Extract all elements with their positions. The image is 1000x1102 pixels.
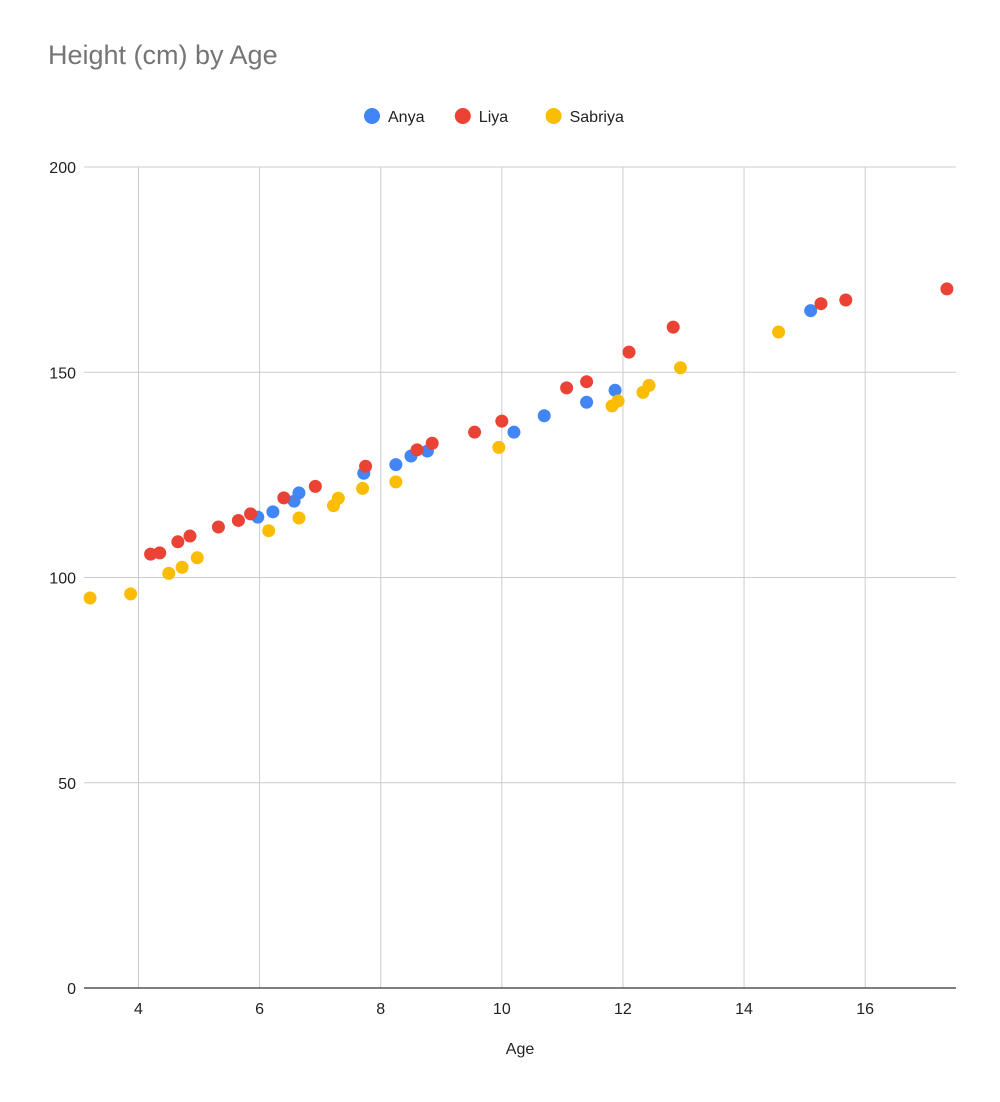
legend-label-anya: Anya [388,109,425,126]
data-point-liya [308,479,322,493]
data-point-liya [814,297,828,311]
x-tick-label: 10 [493,1001,511,1018]
legend-marker-liya [454,108,471,124]
x-tick-label: 14 [735,1001,753,1018]
data-point-liya [839,293,853,307]
data-point-sabriya [772,325,786,339]
data-point-sabriya [611,394,625,408]
data-point-liya [410,443,424,457]
data-point-liya [153,546,167,560]
legend-item-sabriya[interactable]: Sabriya [545,108,624,126]
data-point-sabriya [673,361,687,375]
legend-marker-anya [364,108,380,124]
data-point-liya [359,459,373,473]
data-point-sabriya [292,511,306,525]
data-point-anya [389,458,403,472]
data-point-sabriya [331,491,345,505]
data-point-liya [580,375,594,389]
data-points [83,282,954,605]
chart-title: Height (cm) by Age [48,40,278,70]
data-point-sabriya [162,566,176,580]
data-point-sabriya [642,378,656,392]
y-tick-label: 0 [67,981,76,998]
data-point-liya [468,425,482,439]
data-point-liya [425,436,439,450]
y-tick-label: 150 [49,365,76,382]
data-point-anya [537,409,551,423]
data-point-liya [560,381,574,395]
grid-lines [84,166,956,988]
data-point-anya [608,383,622,397]
x-tick-label: 12 [614,1001,632,1018]
data-point-liya [171,535,185,549]
data-point-anya [804,304,818,318]
y-tick-label: 100 [49,571,76,588]
data-point-anya [292,486,306,500]
data-point-sabriya [492,440,506,454]
data-point-anya [266,505,280,519]
y-tick-label: 50 [58,776,76,793]
data-point-liya [277,491,291,505]
legend-item-anya[interactable]: Anya [364,108,425,126]
data-point-anya [580,395,594,409]
data-point-liya [231,513,245,527]
tick-labels: 0 50 100 150 200 4 6 8 10 12 14 16 [49,160,874,1018]
legend-label-sabriya: Sabriya [570,109,624,126]
data-point-sabriya [389,475,403,489]
data-point-sabriya [83,591,97,605]
data-point-liya [183,529,197,543]
data-point-liya [211,520,225,534]
data-point-sabriya [124,587,138,601]
legend-label-liya: Liya [479,109,508,126]
data-point-liya [940,282,954,296]
x-tick-label: 4 [134,1001,143,1018]
y-tick-label: 200 [49,160,76,177]
data-point-liya [622,345,636,359]
data-point-sabriya [190,551,204,565]
x-tick-label: 6 [255,1001,264,1018]
data-point-anya [507,425,521,439]
x-tick-label: 16 [856,1001,874,1018]
legend-marker-sabriya [545,108,562,124]
legend-item-liya[interactable]: Liya [454,108,508,126]
data-point-sabriya [262,524,276,538]
data-point-sabriya [356,481,370,495]
data-point-liya [244,507,258,521]
legend[interactable]: Anya Liya Sabriya [364,108,624,126]
x-tick-label: 8 [376,1001,385,1018]
x-axis-label: Age [506,1041,535,1058]
data-point-liya [495,414,509,428]
data-point-sabriya [175,560,189,574]
data-point-liya [666,320,680,334]
